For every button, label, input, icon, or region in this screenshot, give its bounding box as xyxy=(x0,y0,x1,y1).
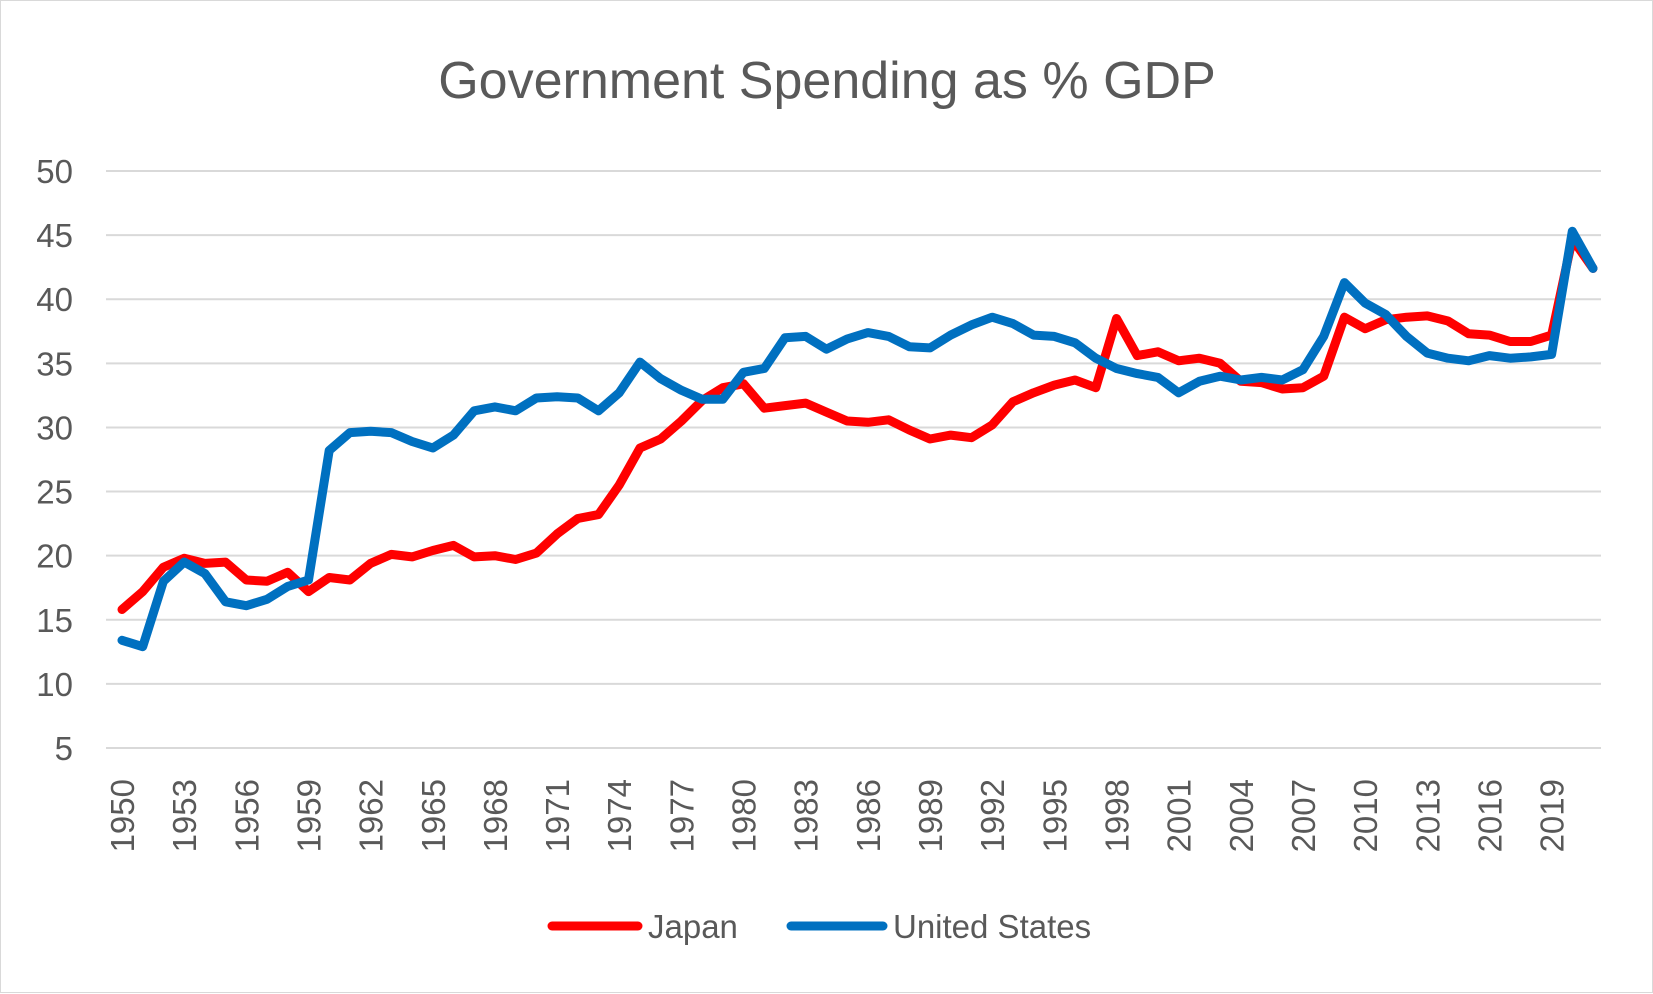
x-tick-label: 1995 xyxy=(1036,779,1073,852)
x-tick-label: 1998 xyxy=(1098,779,1135,852)
x-tick-label: 1953 xyxy=(166,779,203,852)
x-tick-label: 1968 xyxy=(477,779,514,852)
y-tick-label: 10 xyxy=(36,666,73,703)
y-tick-label: 45 xyxy=(36,217,73,254)
x-tick-label: 1983 xyxy=(788,779,825,852)
x-tick-label: 1965 xyxy=(415,779,452,852)
x-tick-label: 1992 xyxy=(974,779,1011,852)
gridlines xyxy=(106,170,1601,749)
x-tick-label: 2013 xyxy=(1409,779,1446,852)
x-tick-label: 2010 xyxy=(1347,779,1384,852)
x-tick-label: 2019 xyxy=(1534,779,1571,852)
x-tick-label: 1971 xyxy=(539,779,576,852)
x-tick-label: 2007 xyxy=(1285,779,1322,852)
y-tick-label: 15 xyxy=(36,602,73,639)
y-tick-label: 25 xyxy=(36,474,73,511)
series-line-united-states xyxy=(117,226,1598,652)
x-tick-label: 1989 xyxy=(912,779,949,852)
x-tick-label: 1980 xyxy=(726,779,763,852)
y-axis-tick-labels: 5 10 15 20 25 30 35 40 45 50 xyxy=(36,153,73,767)
x-tick-label: 1959 xyxy=(290,779,327,852)
y-tick-label: 30 xyxy=(36,409,73,446)
x-tick-label: 2016 xyxy=(1471,779,1508,852)
legend-label-japan: Japan xyxy=(648,908,738,945)
x-tick-label: 1986 xyxy=(850,779,887,852)
x-tick-label: 1974 xyxy=(601,779,638,852)
x-tick-label: 1977 xyxy=(663,779,700,852)
x-tick-label: 1950 xyxy=(104,779,141,852)
x-tick-label: 1962 xyxy=(353,779,390,852)
legend: Japan United States xyxy=(547,908,1091,945)
legend-label-united-states: United States xyxy=(893,908,1091,945)
y-tick-label: 20 xyxy=(36,538,73,575)
series-lines xyxy=(117,226,1598,652)
y-tick-label: 50 xyxy=(36,153,73,190)
chart-title: Government Spending as % GDP xyxy=(438,52,1216,110)
y-tick-label: 5 xyxy=(55,730,73,767)
x-axis-tick-labels: 1950 1953 1956 1959 1962 1965 1968 1971 1974 1977… xyxy=(104,779,1571,852)
y-tick-label: 35 xyxy=(36,345,73,382)
x-tick-label: 1956 xyxy=(228,779,265,852)
y-tick-label: 40 xyxy=(36,281,73,318)
x-tick-label: 2001 xyxy=(1161,779,1198,852)
series-line-japan xyxy=(117,234,1598,614)
x-tick-label: 2004 xyxy=(1223,779,1260,852)
